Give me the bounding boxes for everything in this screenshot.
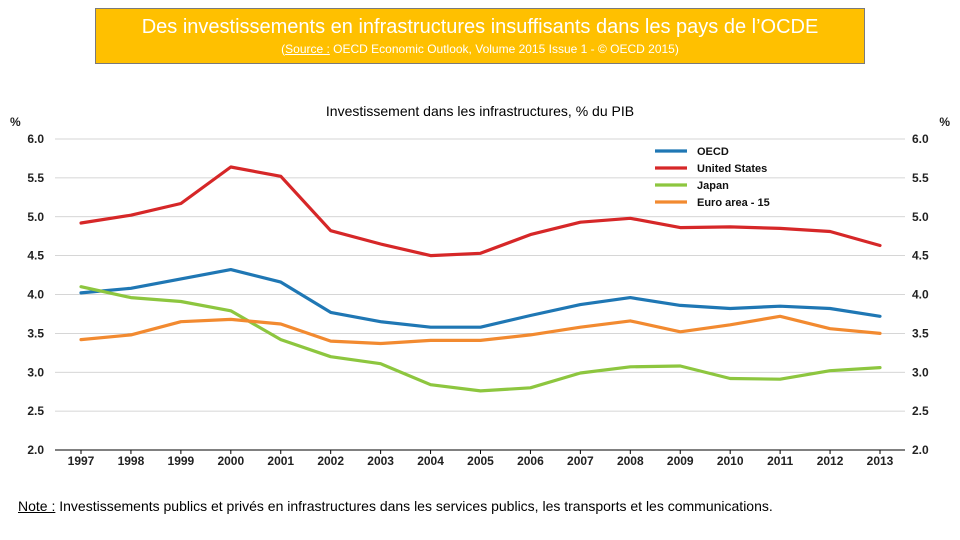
x-ticks: 1997 1998 1999 2000 2001 2002 2003 2004 2005 2006… <box>68 450 894 468</box>
y-tick-label-right: 4.5 <box>912 249 929 263</box>
y-tick-label-left: 2.0 <box>27 443 44 457</box>
series-line-oecd <box>79 268 882 329</box>
x-tick-label: 2001 <box>267 454 294 468</box>
x-tick-label: 2008 <box>617 454 644 468</box>
y-tick-label-left: 4.0 <box>27 288 44 302</box>
y-tick-label-left: 5.0 <box>27 210 44 224</box>
y-tick-label-left: 4.5 <box>27 249 44 263</box>
y-axis-unit-left: % <box>10 115 21 129</box>
y-axis-unit-right: % <box>939 115 950 129</box>
title-banner: Des investissements en infrastructures i… <box>95 8 865 64</box>
x-tick-label: 2013 <box>867 454 894 468</box>
series-line-japan <box>79 285 882 393</box>
x-tick-label: 1999 <box>168 454 195 468</box>
note-label: Note : <box>18 498 56 514</box>
x-tick-label: 2005 <box>467 454 494 468</box>
x-tick-label: 2012 <box>817 454 844 468</box>
y-tick-label-left: 2.5 <box>27 404 44 418</box>
legend: OECD United States Japan Euro area - 15 <box>655 146 770 209</box>
legend-label: Japan <box>697 180 729 192</box>
x-tick-label: 2010 <box>717 454 744 468</box>
y-tick-label-right: 2.0 <box>912 443 929 457</box>
note-text: Investissements publics et privés en inf… <box>55 498 773 514</box>
footnote: Note : Investissements publics et privés… <box>18 498 773 514</box>
y-tick-label-left: 3.5 <box>27 326 44 340</box>
legend-label: OECD <box>697 146 729 158</box>
y-tick-label-right: 2.5 <box>912 404 929 418</box>
x-tick-label: 1998 <box>118 454 145 468</box>
source-open-paren: ( <box>281 42 286 56</box>
x-tick-label: 2009 <box>667 454 694 468</box>
y-tick-label-right: 5.5 <box>912 171 929 185</box>
x-tick-label: 2003 <box>367 454 394 468</box>
source-label: Source : <box>285 42 330 56</box>
y-tick-label-right: 6.0 <box>912 132 929 146</box>
series-line-united-states <box>79 165 882 258</box>
x-tick-label: 2002 <box>317 454 344 468</box>
y-tick-label-right: 4.0 <box>912 288 929 302</box>
legend-label: United States <box>697 163 767 175</box>
y-tick-label-left: 6.0 <box>27 132 44 146</box>
series-line-euro-area-15 <box>79 314 882 346</box>
series-lines <box>79 165 882 393</box>
y-ticks-right: 2.0 2.5 3.0 3.5 4.0 4.5 5.0 5.5 6.0 <box>912 132 929 457</box>
y-tick-label-right: 3.0 <box>912 365 929 379</box>
x-tick-label: 2004 <box>417 454 444 468</box>
x-tick-label: 2011 <box>767 454 793 468</box>
chart-title: Investissement dans les infrastructures,… <box>326 103 634 119</box>
source-text: OECD Economic Outlook, Volume 2015 Issue… <box>329 42 679 56</box>
y-tick-label-right: 5.0 <box>912 210 929 224</box>
x-tick-label: 2006 <box>517 454 544 468</box>
y-ticks-left: 2.0 2.5 3.0 3.5 4.0 4.5 5.0 5.5 6.0 <box>27 132 44 457</box>
banner-title: Des investissements en infrastructures i… <box>141 16 819 38</box>
gridlines <box>55 138 905 451</box>
x-tick-label: 2000 <box>217 454 244 468</box>
x-tick-label: 1997 <box>68 454 95 468</box>
legend-label: Euro area - 15 <box>697 197 770 209</box>
x-tick-label: 2007 <box>567 454 594 468</box>
y-tick-label-left: 3.0 <box>27 365 44 379</box>
banner-source: (Source : OECD Economic Outlook, Volume … <box>96 42 864 56</box>
y-tick-label-left: 5.5 <box>27 171 44 185</box>
y-tick-label-right: 3.5 <box>912 326 929 340</box>
